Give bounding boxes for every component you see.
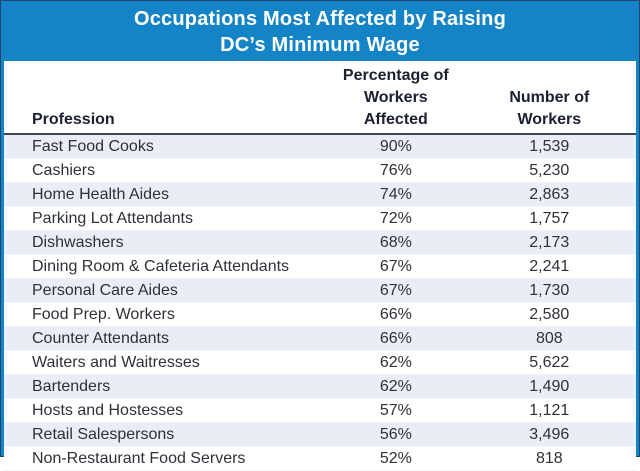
number-cell: 1,539 bbox=[490, 134, 636, 159]
percentage-header-line: Workers bbox=[363, 89, 428, 106]
table-body: Fast Food Cooks 90% 1,539 Cashiers 76% 5… bbox=[4, 134, 636, 471]
profession-cell: Counter Attendants bbox=[4, 326, 302, 351]
percentage-cell: 68% bbox=[301, 230, 491, 255]
table-row: Bartenders 62% 1,490 bbox=[4, 374, 636, 399]
column-header-profession-label: Profession bbox=[32, 111, 115, 128]
table-row: Dining Room & Cafeteria Attendants 67% 2… bbox=[4, 254, 636, 279]
table-row: Counter Attendants 66% 808 bbox=[4, 326, 636, 351]
table-row: Non-Restaurant Food Servers 52% 818 bbox=[4, 446, 636, 471]
number-cell: 5,622 bbox=[490, 350, 636, 375]
profession-cell: Waiters and Waitresses bbox=[4, 350, 302, 375]
column-header-number: Number of Workers bbox=[490, 61, 636, 135]
percentage-header-line: Affected bbox=[363, 111, 428, 128]
percentage-cell: 57% bbox=[301, 398, 491, 423]
table-row: Parking Lot Attendants 72% 1,757 bbox=[4, 206, 636, 231]
profession-cell: Non-Restaurant Food Servers bbox=[4, 446, 302, 471]
table-row: Waiters and Waitresses 62% 5,622 bbox=[4, 350, 636, 375]
number-header-line: Workers bbox=[517, 111, 582, 128]
table-row: Food Prep. Workers 66% 2,580 bbox=[4, 302, 636, 327]
profession-cell: Parking Lot Attendants bbox=[4, 206, 302, 231]
percentage-cell: 90% bbox=[301, 134, 491, 159]
profession-cell: Hosts and Hostesses bbox=[4, 398, 302, 423]
profession-cell: Bartenders bbox=[4, 374, 302, 399]
table-row: Fast Food Cooks 90% 1,539 bbox=[4, 134, 636, 159]
number-cell: 1,730 bbox=[490, 278, 636, 303]
number-cell: 5,230 bbox=[490, 158, 636, 183]
percentage-cell: 76% bbox=[301, 158, 491, 183]
profession-cell: Personal Care Aides bbox=[4, 278, 302, 303]
percentage-cell: 74% bbox=[301, 182, 491, 207]
percentage-cell: 66% bbox=[301, 302, 491, 327]
profession-cell: Retail Salespersons bbox=[4, 422, 302, 447]
profession-cell: Dishwashers bbox=[4, 230, 302, 255]
percentage-cell: 67% bbox=[301, 278, 491, 303]
number-cell: 1,121 bbox=[490, 398, 636, 423]
percentage-cell: 72% bbox=[301, 206, 491, 231]
profession-cell: Fast Food Cooks bbox=[4, 134, 302, 159]
number-cell: 1,490 bbox=[490, 374, 636, 399]
percentage-cell: 56% bbox=[301, 422, 491, 447]
table-row: Cashiers 76% 5,230 bbox=[4, 158, 636, 183]
percentage-cell: 62% bbox=[301, 350, 491, 375]
number-cell: 2,241 bbox=[490, 254, 636, 279]
table-row: Home Health Aides 74% 2,863 bbox=[4, 182, 636, 207]
number-cell: 808 bbox=[490, 326, 636, 351]
table-row: Retail Salespersons 56% 3,496 bbox=[4, 422, 636, 447]
table-header: Profession Percentage of Workers Affecte… bbox=[4, 61, 636, 135]
percentage-header-line: Percentage of bbox=[342, 67, 449, 84]
profession-cell: Dining Room & Cafeteria Attendants bbox=[4, 254, 302, 279]
number-cell: 3,496 bbox=[490, 422, 636, 447]
table-row: Dishwashers 68% 2,173 bbox=[4, 230, 636, 255]
column-header-percentage: Percentage of Workers Affected bbox=[301, 61, 491, 135]
number-cell: 818 bbox=[490, 446, 636, 471]
table-row: Personal Care Aides 67% 1,730 bbox=[4, 278, 636, 303]
column-header-profession: Profession bbox=[4, 61, 302, 135]
occupations-table: Profession Percentage of Workers Affecte… bbox=[4, 61, 636, 471]
profession-cell: Home Health Aides bbox=[4, 182, 302, 207]
percentage-cell: 62% bbox=[301, 374, 491, 399]
chart-title: Occupations Most Affected by Raising DC’… bbox=[4, 4, 636, 61]
percentage-cell: 52% bbox=[301, 446, 491, 471]
percentage-cell: 66% bbox=[301, 326, 491, 351]
number-cell: 1,757 bbox=[490, 206, 636, 231]
table-row: Hosts and Hostesses 57% 1,121 bbox=[4, 398, 636, 423]
number-cell: 2,173 bbox=[490, 230, 636, 255]
number-cell: 2,863 bbox=[490, 182, 636, 207]
percentage-cell: 67% bbox=[301, 254, 491, 279]
profession-cell: Food Prep. Workers bbox=[4, 302, 302, 327]
chart-title-line-2: DC’s Minimum Wage bbox=[220, 34, 420, 56]
number-cell: 2,580 bbox=[490, 302, 636, 327]
profession-cell: Cashiers bbox=[4, 158, 302, 183]
chart-title-line-1: Occupations Most Affected by Raising bbox=[133, 8, 507, 30]
number-header-line: Number of bbox=[509, 89, 590, 106]
